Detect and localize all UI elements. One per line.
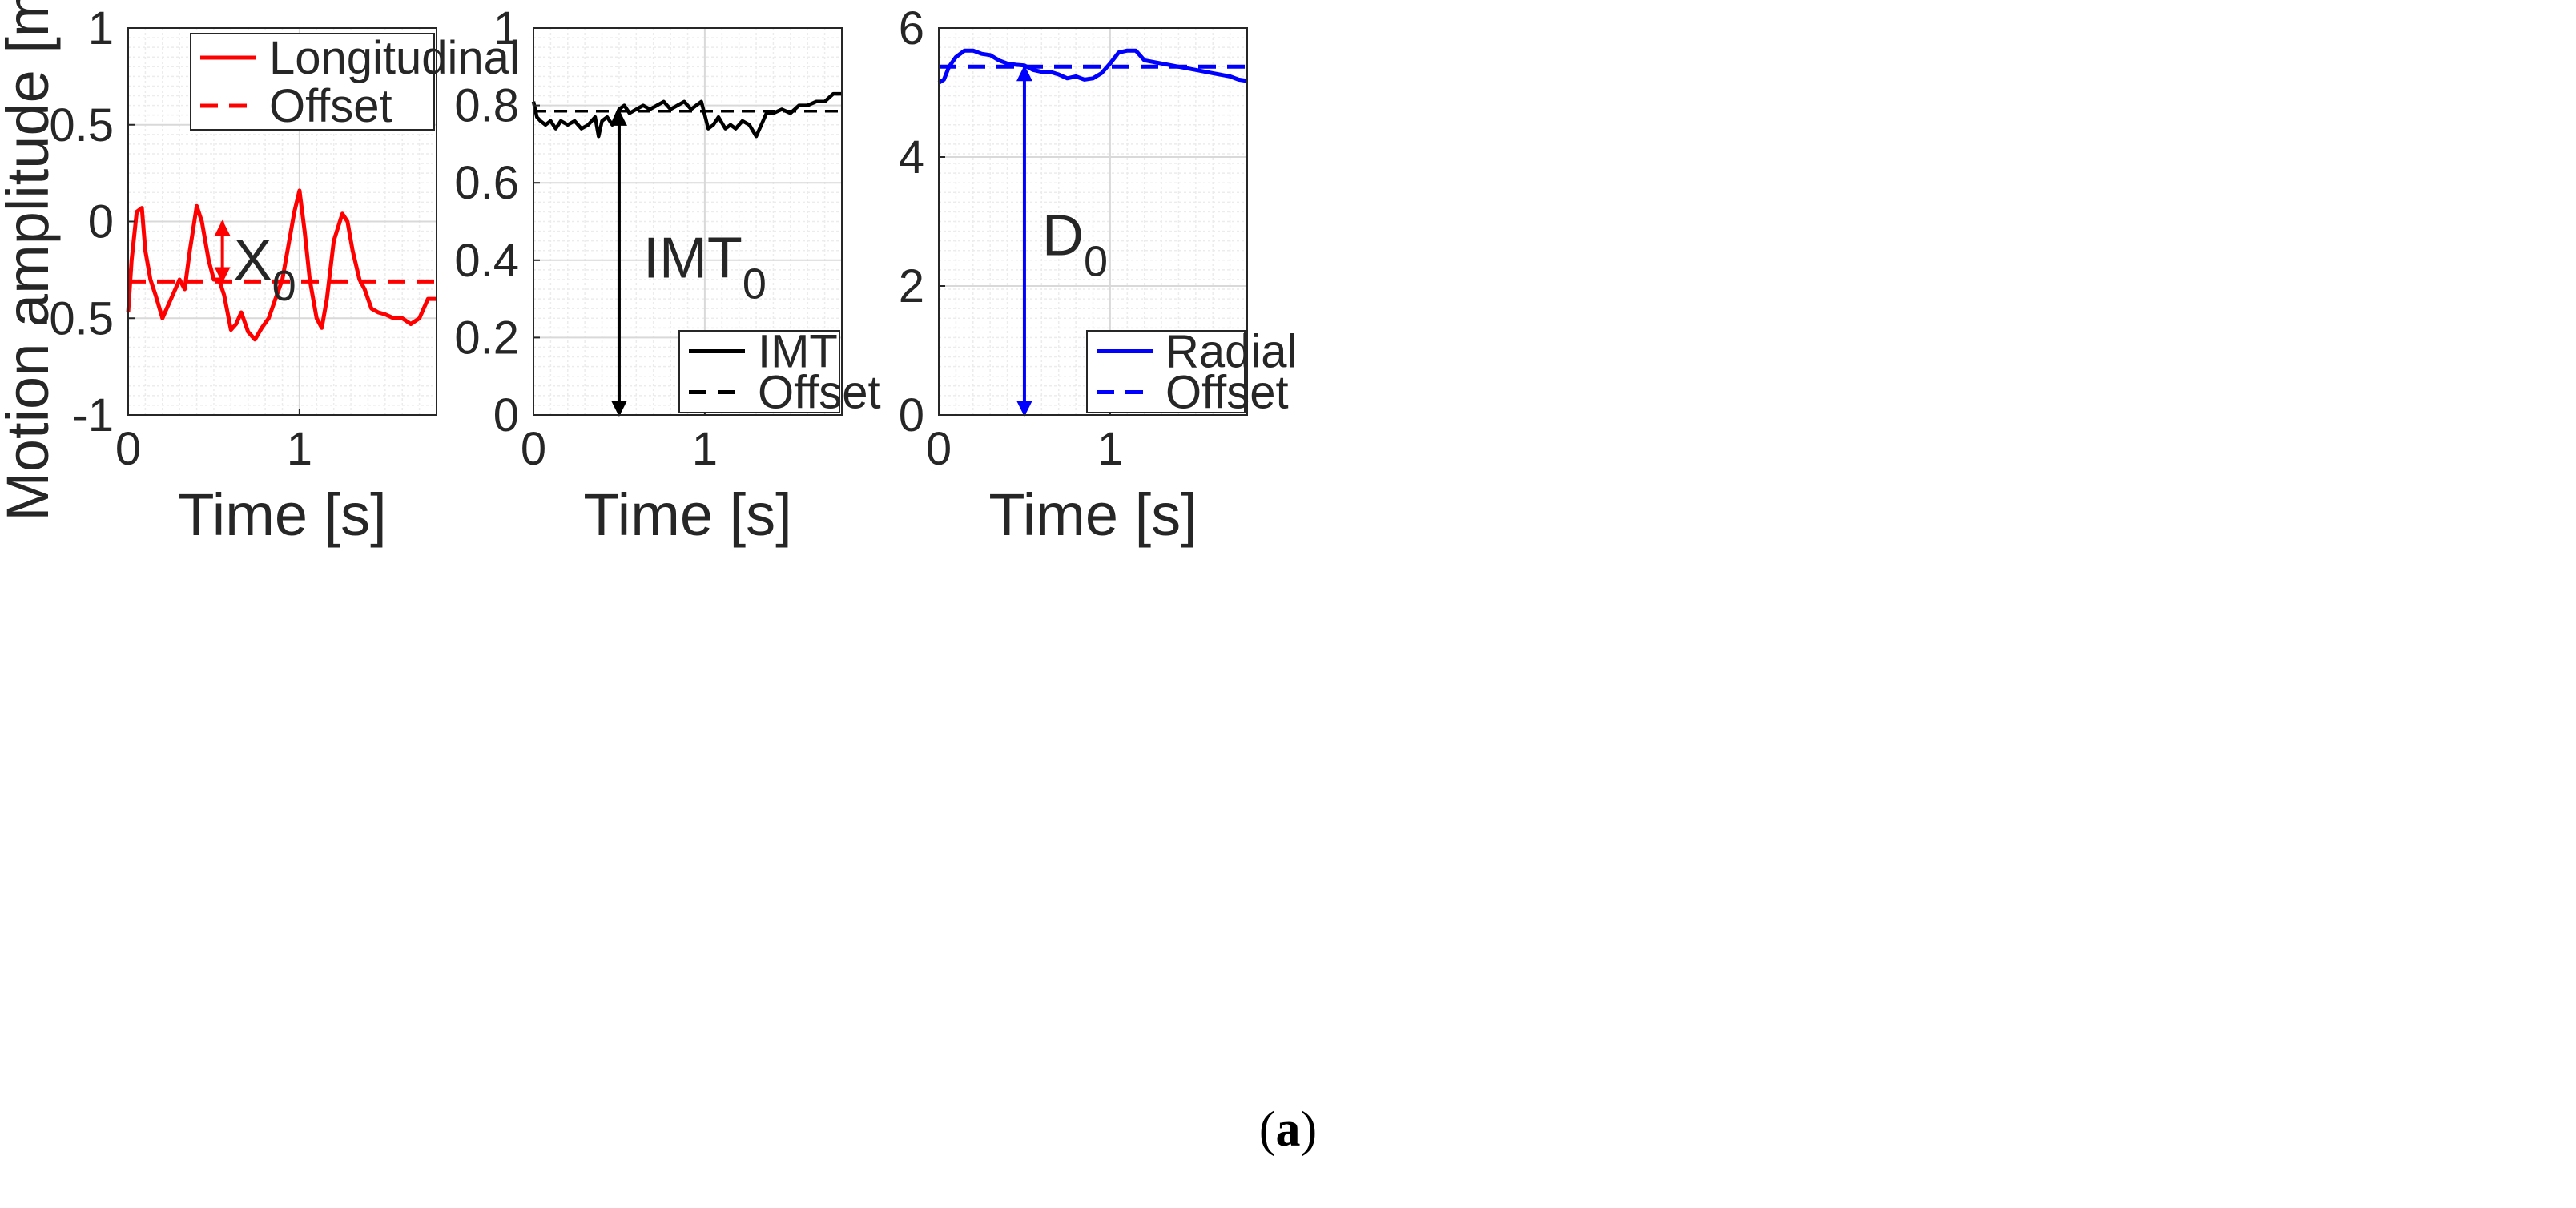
y-tick-label: 0.6 — [454, 157, 519, 209]
y-tick-label: 1 — [88, 2, 114, 54]
legend-box — [678, 330, 840, 413]
x-axis-label: Time [s] — [988, 481, 1197, 548]
x-tick-label: 1 — [692, 423, 718, 475]
x-tick-label: 0 — [521, 423, 546, 475]
annotation-subscript: 0 — [743, 260, 767, 308]
legend-entry-longitudinal: Longitudinal — [269, 32, 520, 84]
series-longitudinal-line — [126, 188, 437, 342]
legend-entry-offset: Offset — [1165, 367, 1289, 419]
x-tick-label: 1 — [287, 423, 312, 475]
y-tick-label: 0 — [88, 196, 114, 248]
x-axis-label: Time [s] — [178, 481, 386, 548]
y-tick-label: 0 — [899, 389, 924, 441]
legend-box — [190, 33, 435, 131]
y-axis-label: Motion amplitude [mm] — [0, 0, 61, 521]
caption-close: ) — [1300, 1102, 1318, 1157]
figure-caption: (a) — [0, 1101, 2576, 1158]
y-tick-label: 0 — [493, 389, 519, 441]
caption-open: ( — [1258, 1102, 1276, 1157]
y-tick-label: -1 — [72, 389, 114, 441]
axes-box — [938, 27, 1248, 416]
legend-entry-radial: Radial — [1165, 326, 1297, 378]
y-tick-label: 1 — [493, 2, 519, 54]
series-imt-line — [531, 91, 842, 139]
annotation-subscript: 0 — [1084, 238, 1108, 286]
annotation-subscript: 0 — [272, 262, 296, 310]
y-tick-label: 0.5 — [49, 99, 114, 151]
y-tick-label: 4 — [899, 131, 924, 183]
x-tick-label: 0 — [115, 423, 141, 475]
x-tick-label: 1 — [1097, 423, 1123, 475]
y-tick-label: 0.4 — [454, 235, 519, 287]
legend-entry-offset: Offset — [758, 367, 881, 419]
legend-entry-offset: Offset — [269, 80, 392, 132]
y-tick-label: 0.2 — [454, 312, 519, 364]
y-tick-label: 6 — [899, 2, 924, 54]
caption-letter: a — [1275, 1102, 1301, 1157]
y-tick-label: 2 — [899, 260, 924, 312]
axes-box — [533, 27, 843, 416]
legend-entry-imt: IMT — [758, 326, 838, 378]
legend-box — [1086, 330, 1246, 413]
y-tick-label: -0.5 — [34, 292, 114, 344]
x-axis-label: Time [s] — [583, 481, 791, 548]
y-tick-label: 0.8 — [454, 80, 519, 132]
x-tick-label: 0 — [926, 423, 952, 475]
